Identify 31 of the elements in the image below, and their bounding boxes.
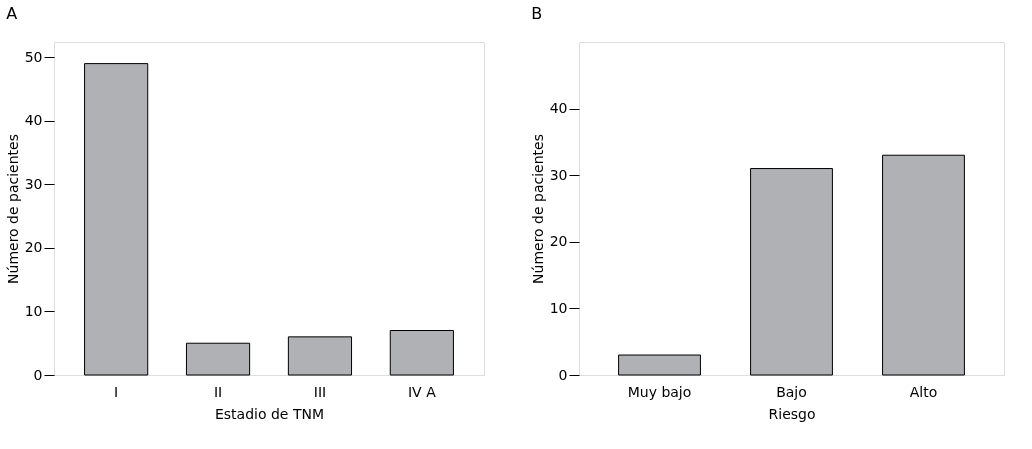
bar: [882, 154, 965, 376]
y-tick-label: 0: [33, 366, 43, 383]
x-tick-label: II: [213, 383, 223, 400]
y-tick-label: 20: [24, 239, 43, 256]
bar: [84, 63, 149, 376]
x-tick-label: Bajo: [776, 383, 807, 400]
x-tick-label: IV A: [407, 383, 437, 400]
y-tick-label: 30: [24, 175, 43, 192]
y-tick-label: 50: [24, 48, 43, 65]
chart-title: B: [531, 4, 543, 23]
chart-title: A: [6, 4, 18, 23]
bar: [185, 342, 251, 376]
x-tick-label: Alto: [909, 383, 938, 400]
x-axis-title: Estadio de TNM: [214, 405, 325, 422]
bar: [389, 330, 454, 376]
y-axis-title: Número de pacientes: [529, 134, 546, 284]
x-tick-label: Muy bajo: [627, 383, 692, 400]
y-tick-label: 10: [549, 299, 568, 316]
x-tick-label: I: [114, 383, 119, 400]
x-tick-label: III: [313, 383, 327, 400]
y-tick-label: 30: [549, 166, 568, 183]
y-tick-label: 20: [549, 233, 568, 250]
bar: [618, 354, 701, 376]
y-tick-label: 40: [24, 112, 43, 129]
y-tick-label: 40: [549, 100, 568, 117]
bar: [750, 168, 833, 376]
y-axis-title: Número de pacientes: [4, 134, 21, 284]
bar: [287, 336, 353, 376]
x-axis-title: Riesgo: [768, 405, 816, 422]
y-tick-label: 0: [558, 366, 568, 383]
y-tick-label: 10: [24, 302, 43, 319]
